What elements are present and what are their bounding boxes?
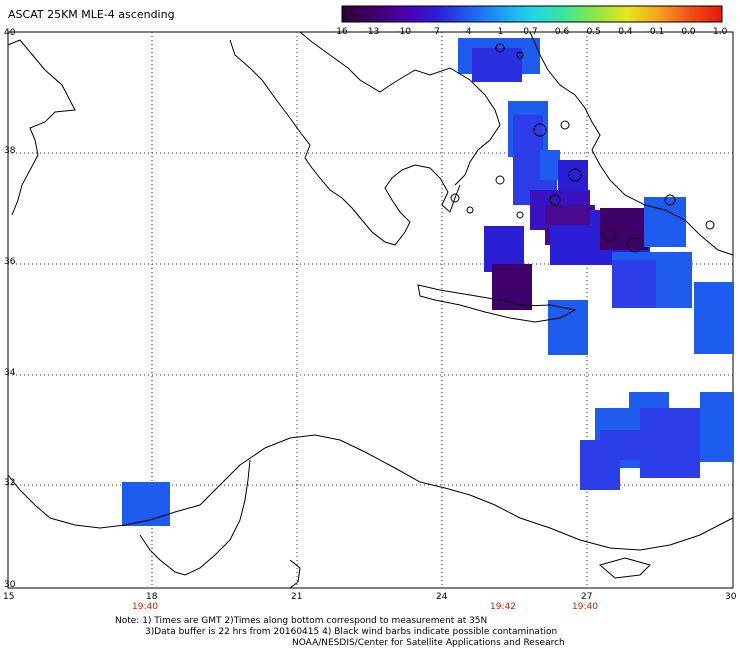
lat-label: 36 — [4, 257, 16, 267]
colorbar-label: -13 — [364, 27, 380, 37]
colorbar-label: -4 — [462, 27, 472, 37]
note-line-1: Note: 1) Times are GMT 2)Times along bot… — [115, 616, 488, 626]
colorbar-label: -0.5 — [583, 27, 601, 37]
scatterometer-swath — [122, 38, 734, 526]
colorbar-label: -10 — [396, 27, 412, 37]
colorbar-label: -1 — [494, 27, 504, 37]
colorbar-label: 0.0 — [681, 27, 696, 37]
lon-label: 18 — [146, 592, 158, 602]
note-line-2: 3)Data buffer is 22 hrs from 20160415 4)… — [145, 627, 558, 637]
colorbar-label: -16 — [333, 27, 348, 37]
map-title: ASCAT 25KM MLE-4 ascending — [8, 8, 175, 21]
time-label: 19:42 — [490, 602, 516, 612]
lat-label: 34 — [4, 368, 16, 378]
coastlines — [7, 31, 734, 589]
graticule — [8, 32, 733, 588]
colorbar-label: -7 — [431, 27, 440, 37]
lon-label: 15 — [3, 592, 15, 602]
lat-label: 40 — [4, 28, 16, 38]
colorbar-strip — [341, 5, 723, 23]
map-frame — [7, 31, 734, 589]
lat-label: 38 — [4, 146, 16, 156]
lon-label: 24 — [436, 592, 448, 602]
note-line-3: NOAA/NESDIS/Center for Satellite Applica… — [292, 638, 565, 648]
colorbar-label: -0.7 — [520, 27, 538, 37]
lat-label: 32 — [4, 478, 16, 488]
colorbar-label: -0.6 — [551, 27, 570, 37]
lon-label: 30 — [725, 592, 737, 602]
islands — [450, 43, 715, 253]
colorbar — [341, 5, 723, 23]
time-label: 19:40 — [132, 602, 158, 612]
lat-label: 30 — [4, 580, 16, 590]
colorbar-label: -0.4 — [615, 27, 633, 37]
time-label: 19:40 — [572, 602, 598, 612]
colorbar-label: 1.0 — [713, 27, 728, 37]
lon-label: 27 — [581, 592, 593, 602]
colorbar-label: -0.1 — [646, 27, 665, 37]
lon-label: 21 — [291, 592, 303, 602]
